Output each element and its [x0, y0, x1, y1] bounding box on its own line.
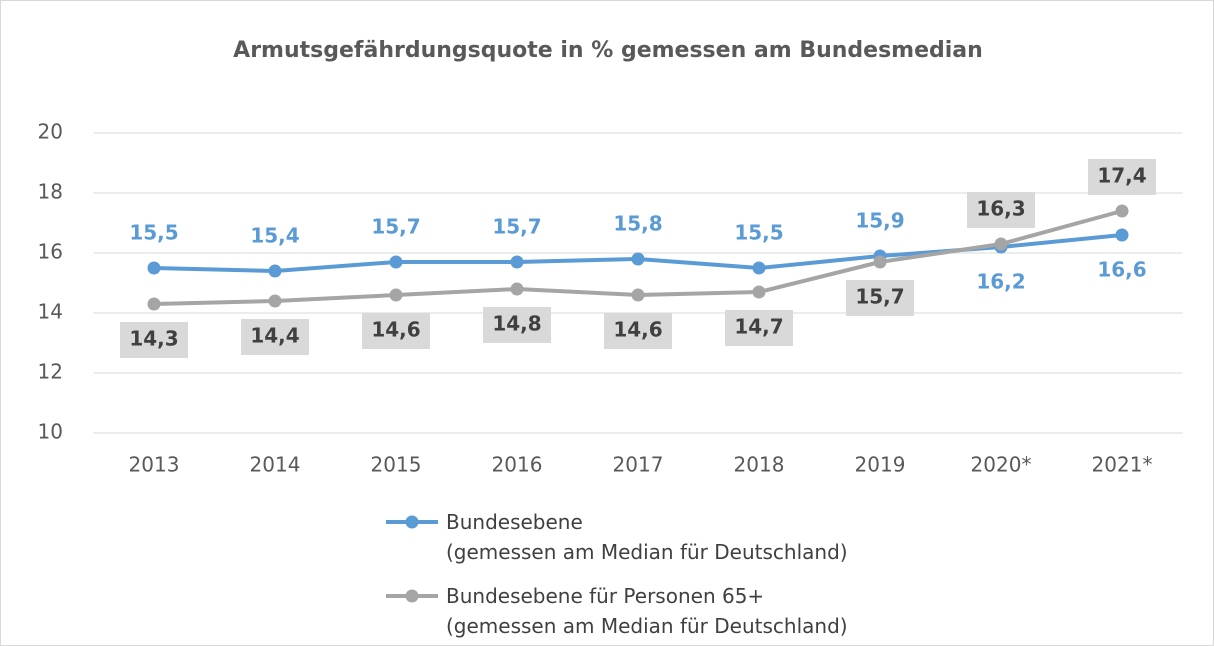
data-label: 15,9	[855, 209, 904, 233]
x-tick-label: 2016	[492, 453, 543, 477]
label-box	[362, 313, 430, 349]
label-box	[846, 280, 914, 316]
legend-entry: Bundesebene (gemessen am Median für Deut…	[386, 507, 986, 567]
y-tick-label: 14	[38, 300, 63, 324]
x-tick-label: 2019	[855, 453, 906, 477]
label-box	[483, 307, 551, 343]
x-tick-label: 2021*	[1092, 453, 1153, 477]
legend-marker	[405, 515, 419, 529]
label-box	[967, 192, 1035, 228]
data-label: 15,7	[855, 285, 904, 309]
data-label: 15,4	[250, 224, 299, 248]
x-tick-label: 2014	[250, 453, 301, 477]
data-label: 15,7	[371, 215, 420, 239]
data-point	[752, 261, 766, 275]
data-label: 15,7	[492, 215, 541, 239]
y-tick-label: 20	[38, 120, 63, 144]
data-label: 16,3	[976, 197, 1025, 221]
data-point	[389, 255, 403, 269]
data-point	[147, 297, 161, 311]
data-point	[631, 288, 645, 302]
legend-entry: Bundesebene für Personen 65+ (gemessen a…	[386, 581, 986, 641]
data-label: 14,4	[250, 324, 299, 348]
data-point	[631, 252, 645, 266]
label-box	[120, 322, 188, 358]
data-point	[1115, 228, 1129, 242]
x-tick-label: 2018	[734, 453, 785, 477]
legend-label: Bundesebene für Personen 65+ (gemessen a…	[446, 584, 848, 638]
data-label: 14,3	[129, 327, 178, 351]
data-point	[510, 282, 524, 296]
data-point	[873, 255, 887, 269]
y-tick-label: 18	[38, 180, 63, 204]
x-tick-label: 2020*	[971, 453, 1032, 477]
x-tick-label: 2013	[129, 453, 180, 477]
data-point	[752, 285, 766, 299]
label-box	[604, 313, 672, 349]
legend-marker	[405, 589, 419, 603]
chart-title: Armutsgefährdungsquote in % gemessen am …	[233, 38, 983, 63]
data-label: 15,5	[129, 221, 178, 245]
data-point	[510, 255, 524, 269]
data-label: 14,6	[613, 318, 662, 342]
data-label: 16,2	[976, 270, 1025, 294]
legend: Bundesebene (gemessen am Median für Deut…	[386, 507, 986, 645]
data-label: 15,8	[613, 212, 662, 236]
data-point	[268, 264, 282, 278]
x-tick-label: 2017	[613, 453, 664, 477]
label-box	[1088, 159, 1156, 195]
y-tick-label: 16	[38, 240, 63, 264]
data-point	[147, 261, 161, 275]
legend-swatch	[386, 589, 438, 603]
data-point	[268, 294, 282, 308]
data-point	[1115, 204, 1129, 218]
y-tick-label: 10	[38, 420, 63, 444]
data-label: 14,7	[734, 315, 783, 339]
y-tick-label: 12	[38, 360, 63, 384]
data-point	[389, 288, 403, 302]
data-label: 16,6	[1097, 258, 1146, 282]
legend-label: Bundesebene (gemessen am Median für Deut…	[446, 510, 848, 564]
data-point	[994, 237, 1008, 251]
data-label: 17,4	[1097, 164, 1146, 188]
data-label: 14,6	[371, 318, 420, 342]
x-tick-label: 2015	[371, 453, 422, 477]
legend-swatch	[386, 515, 438, 529]
label-box	[725, 310, 793, 346]
data-label: 15,5	[734, 221, 783, 245]
label-box	[241, 319, 309, 355]
data-label: 14,8	[492, 312, 541, 336]
